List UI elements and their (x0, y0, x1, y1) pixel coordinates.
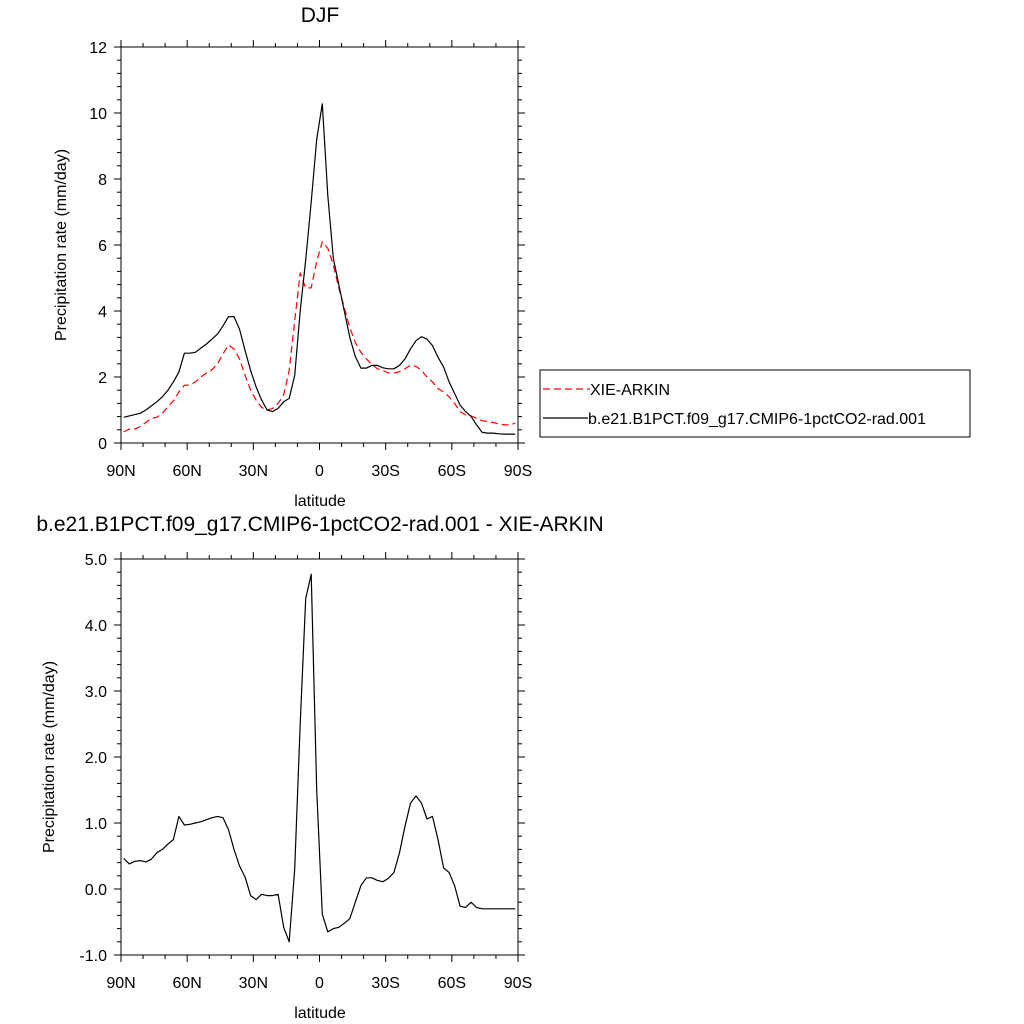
x-tick-label: 60S (438, 975, 466, 992)
x-tick-label: 30N (239, 975, 268, 992)
y-tick-label: 0 (98, 436, 107, 453)
series-line-0 (123, 241, 516, 433)
x-tick-label: 30S (371, 463, 399, 480)
x-tick-label: 30N (239, 463, 268, 480)
x-tick-label: 90S (504, 463, 532, 480)
y-axis-label: Precipitation rate (mm/day) (41, 661, 58, 853)
y-tick-label: 4.0 (85, 618, 107, 635)
plot-area: -1.0 0.0 1.0 2.0 3.0 4.0 5.0 90N 60N 30N 0 30S 60S 90… (79, 552, 532, 992)
y-tick-label: -1.0 (79, 948, 107, 965)
chart-title: DJF (301, 4, 340, 27)
x-tick-label: 0 (315, 975, 324, 992)
y-tick-label: 6 (98, 238, 107, 255)
legend-label-xie-arkin: XIE-ARKIN (590, 382, 670, 399)
x-tick-label: 90N (106, 975, 135, 992)
chart-panel-difference: b.e21.B1PCT.f09_g17.CMIP6-1pctCO2-rad.00… (36, 513, 603, 1022)
legend-label-model: b.e21.B1PCT.f09_g17.CMIP6-1pctCO2-rad.00… (588, 411, 926, 428)
x-tick-label: 90S (504, 975, 532, 992)
x-tick-label: 60N (172, 463, 201, 480)
legend-box (539, 369, 971, 438)
chart-panel-djf: DJF 0 2 4 6 8 10 12 90N 60N 30N 0 30S 60S 90S latitud… (53, 4, 532, 510)
y-tick-label: 2.0 (85, 750, 107, 767)
x-tick-label: 60N (172, 975, 201, 992)
y-axis-label: Precipitation rate (mm/day) (53, 149, 70, 341)
y-tick-label: 0.0 (85, 882, 107, 899)
y-tick-label: 1.0 (85, 816, 107, 833)
y-tick-label: 8 (98, 172, 107, 189)
series-line-0 (123, 573, 516, 943)
y-tick-label: 2 (98, 370, 107, 387)
legend: XIE-ARKIN b.e21.B1PCT.f09_g17.CMIP6-1pct… (539, 369, 971, 438)
x-tick-label: 60S (438, 463, 466, 480)
chart-title: b.e21.B1PCT.f09_g17.CMIP6-1pctCO2-rad.00… (36, 513, 603, 536)
y-tick-label: 5.0 (85, 552, 107, 569)
y-tick-label: 4 (98, 304, 107, 321)
x-tick-label: 90N (106, 463, 135, 480)
plot-area: 0 2 4 6 8 10 12 90N 60N 30N 0 30S 60S 90S (89, 40, 532, 480)
x-axis-label: latitude (294, 493, 346, 510)
x-tick-label: 0 (315, 463, 324, 480)
series-line-1 (123, 103, 516, 435)
y-tick-label: 3.0 (85, 684, 107, 701)
y-tick-label: 12 (89, 40, 107, 57)
x-tick-label: 30S (371, 975, 399, 992)
y-tick-label: 10 (89, 106, 107, 123)
x-axis-label: latitude (294, 1005, 346, 1022)
